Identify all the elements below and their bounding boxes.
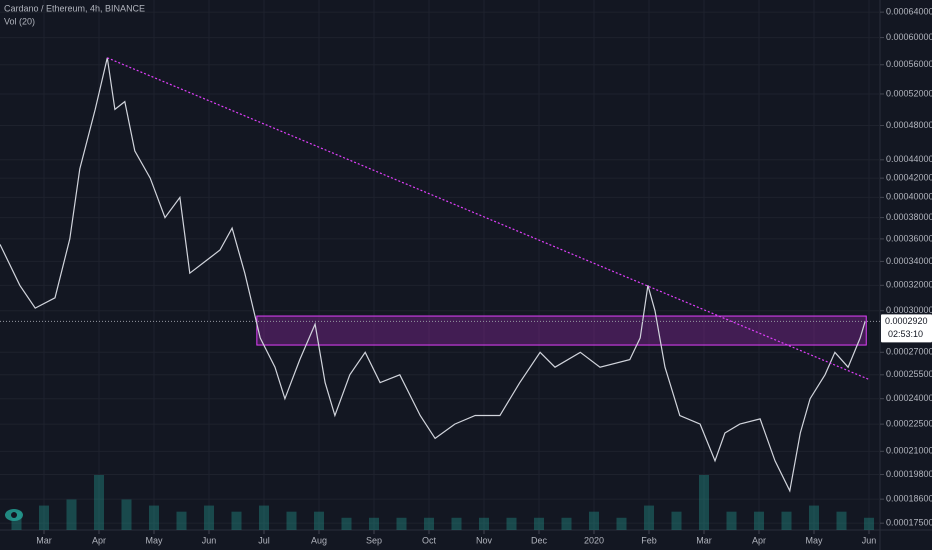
volume-bar <box>286 511 297 530</box>
price-line <box>0 57 866 493</box>
volume-bar <box>424 517 434 530</box>
y-tick-label: 0.00036000 <box>886 233 932 243</box>
countdown: 02:53:10 <box>888 329 923 339</box>
x-tick-label: Jul <box>258 535 270 545</box>
x-tick-label: Dec <box>531 535 548 545</box>
x-tick-label: Nov <box>476 535 493 545</box>
volume-bar <box>589 511 599 530</box>
x-tick-label: 2020 <box>584 535 604 545</box>
y-tick-label: 0.00056000 <box>886 59 932 69</box>
volume-bar <box>396 517 407 530</box>
y-tick-label: 0.00024000 <box>886 393 932 403</box>
x-tick-label: Aug <box>311 535 327 545</box>
y-tick-label: 0.00025500 <box>886 369 932 379</box>
volume-bar <box>781 511 792 530</box>
volume-bar <box>314 511 324 530</box>
x-tick-label: Jun <box>862 535 877 545</box>
volume-bar <box>616 517 627 530</box>
volume-bar <box>369 517 379 530</box>
volume-bar <box>39 505 49 530</box>
chart-subtitle: Vol (20) <box>4 16 35 26</box>
volume-bar <box>644 505 654 530</box>
x-tick-label: Apr <box>92 535 106 545</box>
x-tick-label: Jun <box>202 535 217 545</box>
volume-bar <box>176 511 187 530</box>
volume-bar <box>699 475 709 530</box>
volume-bar <box>341 517 352 530</box>
y-tick-label: 0.00019800 <box>886 469 932 479</box>
volume-bar <box>66 499 77 530</box>
chart-title: Cardano / Ethereum, 4h, BINANCE <box>4 3 145 13</box>
plot <box>0 57 880 530</box>
volume-bar <box>231 511 242 530</box>
y-tick-label: 0.00034000 <box>886 256 932 266</box>
y-tick-label: 0.00038000 <box>886 212 932 222</box>
volume-bar <box>121 499 132 530</box>
y-tick-label: 0.00030000 <box>886 305 932 315</box>
volume-bar <box>259 505 269 530</box>
volume-bar <box>864 517 874 530</box>
x-tick-label: Apr <box>752 535 766 545</box>
y-tick-label: 0.00022500 <box>886 419 932 429</box>
volume-bar <box>204 505 214 530</box>
logo-shape <box>11 512 17 518</box>
y-tick-label: 0.00044000 <box>886 154 932 164</box>
y-tick-label: 0.00048000 <box>886 120 932 130</box>
volume-bar <box>754 511 764 530</box>
y-tick-label: 0.00018600 <box>886 494 932 504</box>
trendline <box>107 57 870 381</box>
y-tick-label: 0.00027000 <box>886 347 932 357</box>
y-tick-label: 0.00064000 <box>886 7 932 17</box>
y-tick-label: 0.00040000 <box>886 192 932 202</box>
x-tick-label: May <box>805 535 823 545</box>
volume-bar <box>149 505 159 530</box>
x-tick-label: Mar <box>696 535 712 545</box>
volume-bar <box>726 511 737 530</box>
x-tick-label: Feb <box>641 535 657 545</box>
x-tick-label: Mar <box>36 535 52 545</box>
volume-bar <box>506 517 517 530</box>
y-tick-label: 0.00021000 <box>886 446 932 456</box>
x-tick-label: Sep <box>366 535 382 545</box>
grid <box>0 0 880 530</box>
y-tick-label: 0.00060000 <box>886 32 932 42</box>
y-tick-label: 0.00032000 <box>886 280 932 290</box>
volume-bar <box>94 475 104 530</box>
zone <box>256 315 867 346</box>
volume-bar <box>534 517 544 530</box>
volume-bar <box>561 517 572 530</box>
logo <box>5 509 23 521</box>
volume-bar <box>671 511 682 530</box>
volume-bar <box>451 517 462 530</box>
x-tick-label: May <box>145 535 163 545</box>
last-price-label: 0.0002920 <box>885 316 928 326</box>
volume-bar <box>836 511 847 530</box>
y-tick-label: 0.00017500 <box>886 518 932 528</box>
x-tick-label: Oct <box>422 535 437 545</box>
volume-bar <box>809 505 819 530</box>
y-tick-label: 0.00052000 <box>886 88 932 98</box>
last-price-box <box>881 314 932 343</box>
y-tick-label: 0.00042000 <box>886 173 932 183</box>
volume-bar <box>11 511 22 530</box>
volume-bar <box>479 517 489 530</box>
